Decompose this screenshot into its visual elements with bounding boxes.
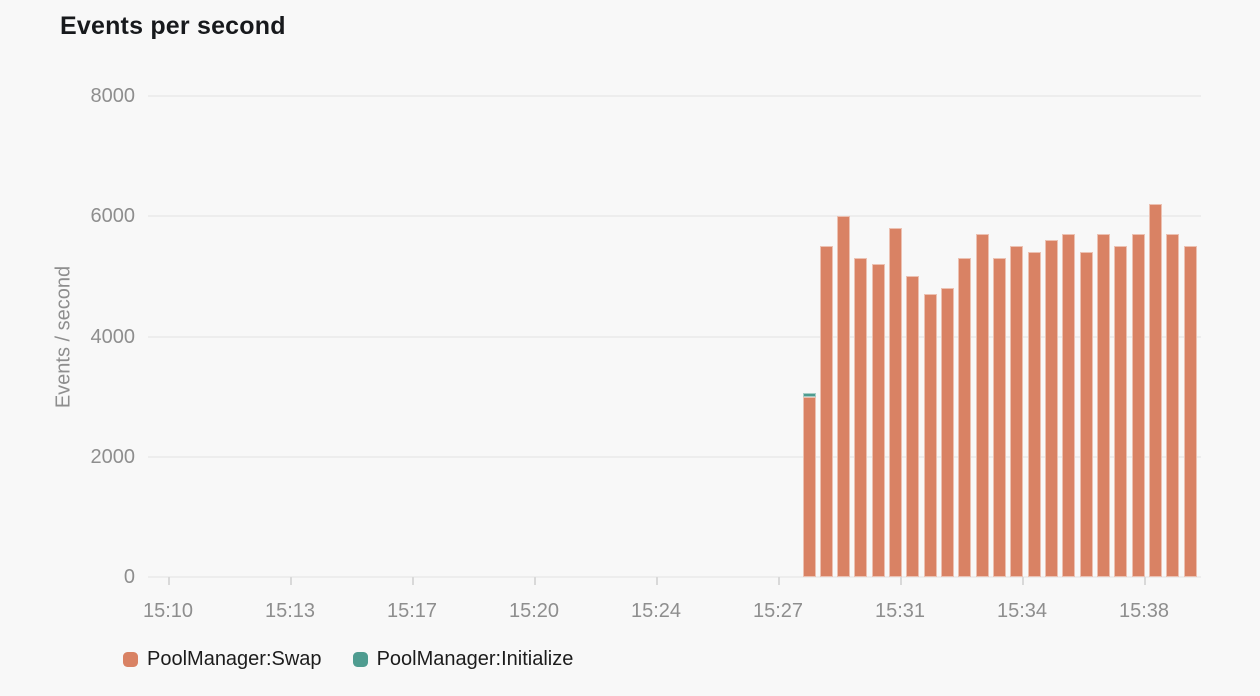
y-axis-labels: 0 2000 4000 6000 8000 bbox=[0, 86, 136, 587]
x-tick-label: 15:24 bbox=[630, 600, 682, 622]
x-tick-label: 15:20 bbox=[508, 600, 560, 622]
gridline-2000 bbox=[148, 455, 1201, 458]
bar-15:33:00[interactable] bbox=[975, 234, 989, 577]
bar-segment-swap[interactable] bbox=[941, 288, 955, 577]
legend: PoolManager:Swap PoolManager:Initialize bbox=[123, 648, 573, 671]
x-tick-mark bbox=[168, 577, 170, 585]
bar-15:33:30[interactable] bbox=[993, 258, 1007, 577]
y-tick-label: 2000 bbox=[90, 445, 136, 468]
bar-segment-swap[interactable] bbox=[837, 216, 851, 577]
bar-15:28:00[interactable] bbox=[802, 393, 816, 577]
bar-segment-swap[interactable] bbox=[802, 396, 816, 577]
legend-item-poolmanager-initialize[interactable]: PoolManager:Initialize bbox=[352, 648, 574, 671]
bar-segment-swap[interactable] bbox=[1062, 234, 1076, 577]
bar-segment-swap[interactable] bbox=[854, 258, 868, 577]
x-tick-mark bbox=[412, 577, 414, 585]
bar-segment-swap[interactable] bbox=[1166, 234, 1180, 577]
bar-segment-swap[interactable] bbox=[923, 294, 937, 577]
bar-15:35:30[interactable] bbox=[1062, 234, 1076, 577]
bar-15:34:00[interactable] bbox=[1010, 246, 1024, 577]
bar-segment-swap[interactable] bbox=[906, 276, 920, 577]
bar-segment-swap[interactable] bbox=[1183, 246, 1197, 577]
bar-segment-swap[interactable] bbox=[889, 228, 903, 577]
y-tick-label: 4000 bbox=[90, 325, 136, 348]
bar-15:32:30[interactable] bbox=[958, 258, 972, 577]
bar-segment-swap[interactable] bbox=[1027, 252, 1041, 577]
bar-segment-swap[interactable] bbox=[1096, 234, 1110, 577]
bar-15:31:30[interactable] bbox=[923, 294, 937, 577]
chart-title: Events per second bbox=[60, 12, 286, 40]
legend-item-poolmanager-swap[interactable]: PoolManager:Swap bbox=[123, 648, 322, 671]
bar-15:36:30[interactable] bbox=[1096, 234, 1110, 577]
bar-segment-swap[interactable] bbox=[871, 264, 885, 577]
x-tick-label: 15:31 bbox=[874, 600, 926, 622]
gridline-6000 bbox=[148, 215, 1201, 218]
y-tick-label: 8000 bbox=[90, 85, 136, 107]
legend-label-initialize: PoolManager:Initialize bbox=[376, 648, 574, 670]
x-tick-label: 15:10 bbox=[142, 600, 194, 622]
bar-15:29:30[interactable] bbox=[854, 258, 868, 577]
bar-15:28:30[interactable] bbox=[819, 246, 833, 577]
x-tick-label: 15:13 bbox=[264, 600, 316, 622]
bar-segment-initialize[interactable] bbox=[802, 393, 816, 397]
gridline-4000 bbox=[148, 335, 1201, 338]
bar-15:36:00[interactable] bbox=[1079, 252, 1093, 577]
bar-15:32:00[interactable] bbox=[941, 288, 955, 577]
bar-15:34:30[interactable] bbox=[1027, 252, 1041, 577]
bar-15:31:00[interactable] bbox=[906, 276, 920, 577]
gridline-0 bbox=[148, 576, 1201, 578]
bar-segment-swap[interactable] bbox=[975, 234, 989, 577]
bar-15:37:00[interactable] bbox=[1114, 246, 1128, 577]
bar-segment-swap[interactable] bbox=[819, 246, 833, 577]
x-tick-mark bbox=[1144, 577, 1146, 585]
bar-segment-swap[interactable] bbox=[1131, 234, 1145, 577]
x-tick-mark bbox=[290, 577, 292, 585]
bar-15:30:30[interactable] bbox=[889, 228, 903, 577]
bar-15:30:00[interactable] bbox=[871, 264, 885, 577]
initialize-series-swatch bbox=[352, 652, 368, 667]
plot-area bbox=[148, 95, 1201, 585]
bar-segment-swap[interactable] bbox=[1079, 252, 1093, 577]
bar-segment-swap[interactable] bbox=[1010, 246, 1024, 577]
legend-label-swap: PoolManager:Swap bbox=[147, 648, 322, 670]
x-tick-label: 15:17 bbox=[386, 600, 438, 622]
y-tick-label: 0 bbox=[123, 566, 135, 588]
bar-15:37:30[interactable] bbox=[1131, 234, 1145, 577]
bar-segment-swap[interactable] bbox=[993, 258, 1007, 577]
x-tick-mark bbox=[778, 577, 780, 585]
swap-series-swatch bbox=[123, 652, 138, 667]
bar-15:38:00[interactable] bbox=[1148, 204, 1162, 577]
bar-15:29:00[interactable] bbox=[837, 216, 851, 577]
x-tick-mark bbox=[656, 577, 658, 585]
y-tick-label: 6000 bbox=[90, 205, 136, 228]
bar-segment-swap[interactable] bbox=[1044, 240, 1058, 577]
x-tick-label: 15:38 bbox=[1118, 600, 1170, 622]
gridline-8000 bbox=[148, 95, 1201, 97]
bar-segment-swap[interactable] bbox=[958, 258, 972, 577]
x-tick-label: 15:34 bbox=[996, 600, 1048, 622]
bar-15:38:30[interactable] bbox=[1166, 234, 1180, 577]
x-tick-mark bbox=[534, 577, 536, 585]
bar-segment-swap[interactable] bbox=[1148, 204, 1162, 577]
x-tick-label: 15:27 bbox=[752, 600, 804, 622]
bar-segment-swap[interactable] bbox=[1114, 246, 1128, 577]
x-tick-mark bbox=[1022, 577, 1024, 585]
x-axis-labels: 15:10 15:13 15:17 15:20 15:24 15:27 15:31 15:34… bbox=[143, 600, 1201, 626]
bar-15:35:00[interactable] bbox=[1044, 240, 1058, 577]
x-tick-mark bbox=[900, 577, 902, 585]
bar-15:39:00[interactable] bbox=[1183, 246, 1197, 577]
